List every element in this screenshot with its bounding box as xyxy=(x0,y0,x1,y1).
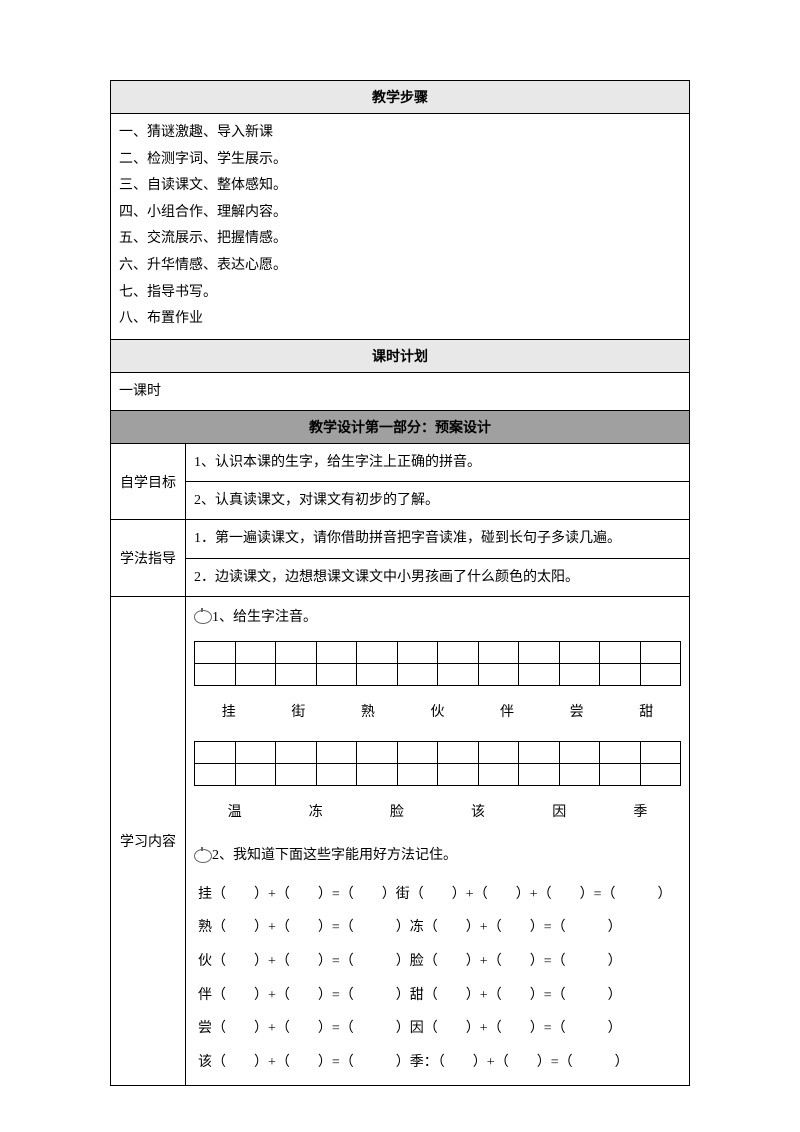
plan-content: 一课时 xyxy=(111,372,690,410)
char-2-7: 该 xyxy=(437,794,518,833)
step-6: 六、升华情感、表达心愿。 xyxy=(119,253,681,280)
content-label: 学习内容 xyxy=(111,596,186,1086)
char-grid-1 xyxy=(194,641,681,686)
pumpkin-icon xyxy=(194,610,210,624)
plan-header: 课时计划 xyxy=(111,339,690,372)
step-4: 四、小组合作、理解内容。 xyxy=(119,200,681,227)
steps-content: 一、猜谜激趣、导入新课 二、检测字词、学生展示。 三、自读课文、整体感知。 四、… xyxy=(111,114,690,340)
char-2-11: 季 xyxy=(600,794,681,833)
equation-line: 挂（ ）+（ ）=（ ）街（ ）+（ ）+（ ）=（ ） xyxy=(194,878,681,912)
learning-content: 1、给生字注音。 挂 街 熟 伙 伴 尝 xyxy=(186,596,690,1086)
char-1-8: 伴 xyxy=(472,694,542,733)
char-1-3: 街 xyxy=(264,694,334,733)
char-1-1: 挂 xyxy=(194,694,264,733)
design-header: 教学设计第一部分：预案设计 xyxy=(111,410,690,443)
task1-header: 1、给生字注音。 xyxy=(194,603,681,634)
pumpkin-icon xyxy=(194,849,210,863)
char-labels-1: 挂 街 熟 伙 伴 尝 甜 xyxy=(194,694,681,733)
char-2-1: 温 xyxy=(194,794,275,833)
method-2: 2．边读课文，边想想课文课文中小男孩画了什么颜色的太阳。 xyxy=(186,558,690,596)
task2-header: 2、我知道下面这些字能用好方法记住。 xyxy=(194,841,681,872)
task1-title: 1、给生字注音。 xyxy=(212,610,317,625)
self-study-2: 2、认真读课文，对课文有初步的了解。 xyxy=(186,482,690,520)
char-1-5: 熟 xyxy=(333,694,403,733)
equations-container: 挂（ ）+（ ）=（ ）街（ ）+（ ）+（ ）=（ ）熟（ ）+（ ）=（ ）… xyxy=(194,878,681,1080)
char-1-7: 伙 xyxy=(403,694,473,733)
lesson-plan-table: 教学步骤 一、猜谜激趣、导入新课 二、检测字词、学生展示。 三、自读课文、整体感… xyxy=(110,80,690,1086)
self-study-1: 1、认识本课的生字，给生字注上正确的拼音。 xyxy=(186,443,690,481)
char-labels-2: 温 冻 脸 该 因 季 xyxy=(194,794,681,833)
equation-line: 该（ ）+（ ）=（ ）季：（ ）+（ ）=（ ） xyxy=(194,1046,681,1080)
char-grid-2 xyxy=(194,741,681,786)
char-2-3: 冻 xyxy=(275,794,356,833)
char-1-10: 尝 xyxy=(542,694,612,733)
char-1-12: 甜 xyxy=(611,694,681,733)
method-1: 1．第一遍读课文，请你借助拼音把字音读准，碰到长句子多读几遍。 xyxy=(186,520,690,558)
self-study-label: 自学目标 xyxy=(111,443,186,519)
step-3: 三、自读课文、整体感知。 xyxy=(119,173,681,200)
step-7: 七、指导书写。 xyxy=(119,280,681,307)
equation-line: 伴（ ）+（ ）=（ ）甜（ ）+（ ）=（ ） xyxy=(194,979,681,1013)
steps-header: 教学步骤 xyxy=(111,81,690,114)
char-2-5: 脸 xyxy=(356,794,437,833)
task2-title: 2、我知道下面这些字能用好方法记住。 xyxy=(212,848,457,863)
equation-line: 熟（ ）+（ ）=（ ）冻（ ）+（ ）=（ ） xyxy=(194,911,681,945)
step-8: 八、布置作业 xyxy=(119,306,681,333)
equation-line: 尝（ ）+（ ）=（ ）因（ ）+（ ）=（ ） xyxy=(194,1012,681,1046)
step-1: 一、猜谜激趣、导入新课 xyxy=(119,120,681,147)
char-2-9: 因 xyxy=(519,794,600,833)
method-label: 学法指导 xyxy=(111,520,186,596)
step-5: 五、交流展示、把握情感。 xyxy=(119,226,681,253)
step-2: 二、检测字词、学生展示。 xyxy=(119,147,681,174)
equation-line: 伙（ ）+（ ）=（ ）脸（ ）+（ ）=（ ） xyxy=(194,945,681,979)
